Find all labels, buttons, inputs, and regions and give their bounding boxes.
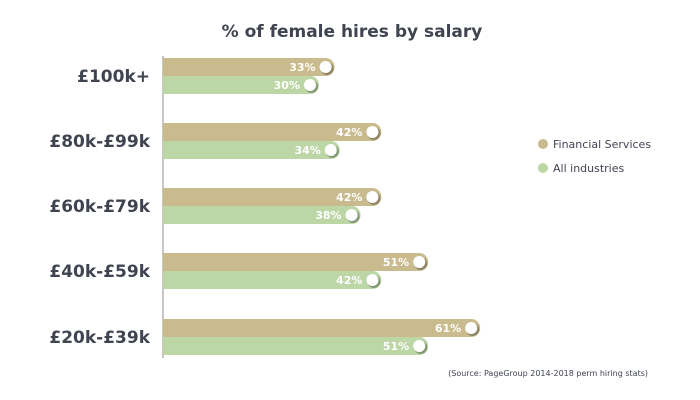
category-label: £20k-£39k <box>49 328 150 348</box>
bar-knob <box>324 144 337 156</box>
category-label: £80k-£99k <box>49 132 150 152</box>
legend-swatch <box>538 163 548 173</box>
bar-financial-services <box>163 319 481 337</box>
data-label: 42% <box>336 191 362 204</box>
bar-knob <box>366 126 379 138</box>
data-label: 61% <box>435 322 461 335</box>
bar-knob <box>319 61 332 73</box>
bars-group: £100k+ 33% 30% £80k-£99k 42% 34% £60k-£79k 42% 3… <box>49 58 481 355</box>
data-label: 34% <box>294 144 320 157</box>
legend: Financial Services All industries <box>538 138 651 175</box>
bar-knob <box>413 340 426 352</box>
data-label: 30% <box>274 79 300 92</box>
bar-financial-services <box>163 123 382 141</box>
bar-all-industries <box>163 206 361 224</box>
data-label: 38% <box>315 209 341 222</box>
data-label: 33% <box>289 61 315 74</box>
category-label: £60k-£79k <box>49 197 150 217</box>
legend-swatch <box>538 139 548 149</box>
bar-financial-services <box>163 253 429 271</box>
legend-label: Financial Services <box>553 138 651 151</box>
bar-knob <box>345 209 358 221</box>
bar-knob <box>304 79 316 91</box>
bar-knob <box>366 274 379 286</box>
bar-financial-services <box>163 188 382 206</box>
bar-knob <box>465 322 478 334</box>
data-label: 42% <box>336 274 362 287</box>
data-label: 51% <box>383 256 409 269</box>
category-label: £100k+ <box>77 67 150 87</box>
bar-all-industries <box>163 271 382 289</box>
chart-title: % of female hires by salary <box>222 22 483 42</box>
bar-all-industries <box>163 141 340 159</box>
category-label: £40k-£59k <box>49 262 150 282</box>
bar-all-industries <box>163 337 429 355</box>
bar-knob <box>366 191 379 203</box>
data-label: 51% <box>383 340 409 353</box>
legend-label: All industries <box>553 162 625 175</box>
bar-knob <box>413 256 426 268</box>
bar-financial-services <box>163 58 335 76</box>
bar-all-industries <box>163 76 319 94</box>
source-note: (Source: PageGroup 2014-2018 perm hiring… <box>448 369 648 378</box>
data-label: 42% <box>336 126 362 139</box>
